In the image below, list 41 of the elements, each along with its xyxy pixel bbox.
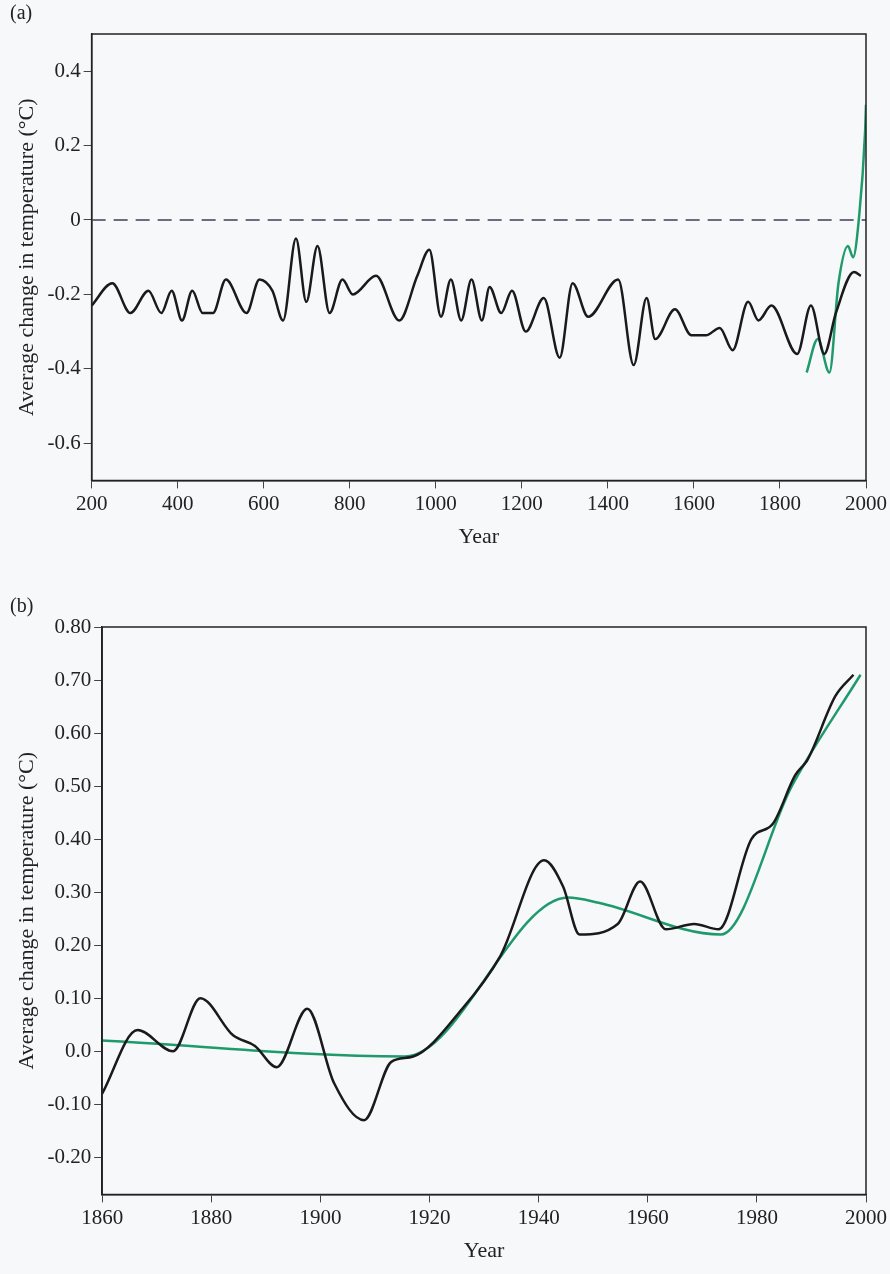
x-tick-label: 1920	[408, 1204, 451, 1229]
y-tick-label: 0.70	[54, 666, 92, 691]
x-tick-label: 2000	[845, 1204, 887, 1229]
y-axis-title: Average change in temperature (°C)	[12, 98, 38, 416]
y-tick-label: 0.20	[54, 931, 92, 956]
x-tick-label: 1000	[414, 490, 457, 515]
x-tick-label: 1980	[735, 1204, 778, 1229]
y-tick-label: 0	[70, 206, 81, 231]
x-tick-label: 400	[161, 490, 194, 515]
y-axis-title: Average change in temperature (°C)	[12, 751, 38, 1070]
x-tick-label: 1960	[626, 1204, 669, 1229]
x-tick-label: 800	[334, 490, 366, 515]
y-tick-label: 0.4	[54, 57, 82, 82]
chart-title: (a)	[10, 1, 33, 25]
y-tick-label: -0.20	[47, 1143, 92, 1168]
y-tick-label: 0.60	[54, 719, 92, 744]
y-tick-label: 0.2	[54, 132, 81, 157]
x-tick-label: 1800	[758, 490, 801, 515]
y-tick-label: 0.80	[54, 613, 92, 638]
y-tick-label: 0.50	[54, 772, 92, 797]
x-tick-label: 200	[75, 490, 108, 515]
x-tick-label: 2000	[845, 490, 887, 515]
y-tick-label: 0.0	[64, 1037, 92, 1062]
y-tick-label: 0.10	[54, 984, 92, 1009]
y-tick-label: 0.40	[54, 825, 92, 850]
x-tick-label: 1940	[517, 1204, 560, 1229]
x-tick-label: 1400	[586, 490, 629, 515]
x-tick-label: 1900	[299, 1204, 342, 1229]
y-tick-label: -0.4	[47, 355, 82, 380]
x-tick-label: 1200	[500, 490, 543, 515]
x-axis-title: Year	[458, 522, 500, 548]
y-tick-label: -0.6	[47, 429, 81, 454]
x-tick-label: 600	[247, 490, 280, 515]
x-axis-title: Year	[463, 1236, 506, 1262]
y-tick-label: -0.2	[47, 280, 81, 305]
chart-title: (b)	[10, 594, 34, 618]
x-tick-label: 1880	[190, 1204, 233, 1229]
x-tick-label: 1860	[81, 1204, 124, 1229]
y-tick-label: -0.10	[47, 1090, 92, 1115]
y-tick-label: 0.30	[54, 878, 92, 903]
x-tick-label: 1600	[672, 490, 715, 515]
